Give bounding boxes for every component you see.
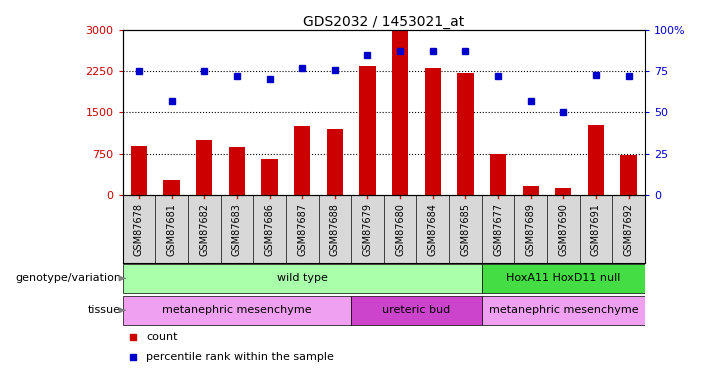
Text: GSM87680: GSM87680 (395, 203, 405, 256)
Text: percentile rank within the sample: percentile rank within the sample (147, 352, 334, 362)
Text: wild type: wild type (277, 273, 327, 284)
Text: GSM87691: GSM87691 (591, 203, 601, 256)
Text: GSM87687: GSM87687 (297, 203, 307, 256)
Bar (294, 126, 311, 195)
Text: count: count (147, 332, 177, 342)
Bar (522, 186, 539, 195)
Text: tissue: tissue (88, 305, 121, 315)
Bar (196, 140, 212, 195)
Text: HoxA11 HoxD11 null: HoxA11 HoxD11 null (506, 273, 620, 284)
Bar (327, 129, 343, 195)
Text: GSM87685: GSM87685 (461, 203, 470, 256)
Bar (163, 180, 179, 195)
Bar (229, 147, 245, 195)
Bar (425, 69, 441, 195)
Text: ureteric bud: ureteric bud (382, 305, 451, 315)
Bar (131, 146, 147, 195)
Text: GSM87677: GSM87677 (493, 203, 503, 256)
Bar (351, 296, 482, 325)
Text: GSM87688: GSM87688 (330, 203, 340, 256)
Text: GSM87679: GSM87679 (362, 203, 372, 256)
Bar (123, 296, 351, 325)
Bar (482, 264, 645, 293)
Bar (261, 159, 278, 195)
Text: metanephric mesenchyme: metanephric mesenchyme (489, 305, 638, 315)
Bar (123, 264, 482, 293)
Bar (392, 31, 408, 195)
Text: genotype/variation: genotype/variation (15, 273, 121, 284)
Text: GSM87682: GSM87682 (199, 203, 210, 256)
Text: GSM87681: GSM87681 (167, 203, 177, 256)
Text: GSM87683: GSM87683 (232, 203, 242, 256)
Bar (360, 66, 376, 195)
Text: GSM87690: GSM87690 (558, 203, 569, 256)
Text: GSM87689: GSM87689 (526, 203, 536, 256)
Bar (482, 296, 645, 325)
Text: GSM87686: GSM87686 (264, 203, 275, 256)
Text: GSM87678: GSM87678 (134, 203, 144, 256)
Text: GSM87692: GSM87692 (624, 203, 634, 256)
Title: GDS2032 / 1453021_at: GDS2032 / 1453021_at (303, 15, 465, 29)
Bar (588, 125, 604, 195)
Bar (457, 73, 474, 195)
Bar (555, 188, 571, 195)
Text: metanephric mesenchyme: metanephric mesenchyme (162, 305, 312, 315)
Bar (620, 155, 637, 195)
Bar (490, 154, 506, 195)
Text: GSM87684: GSM87684 (428, 203, 437, 256)
